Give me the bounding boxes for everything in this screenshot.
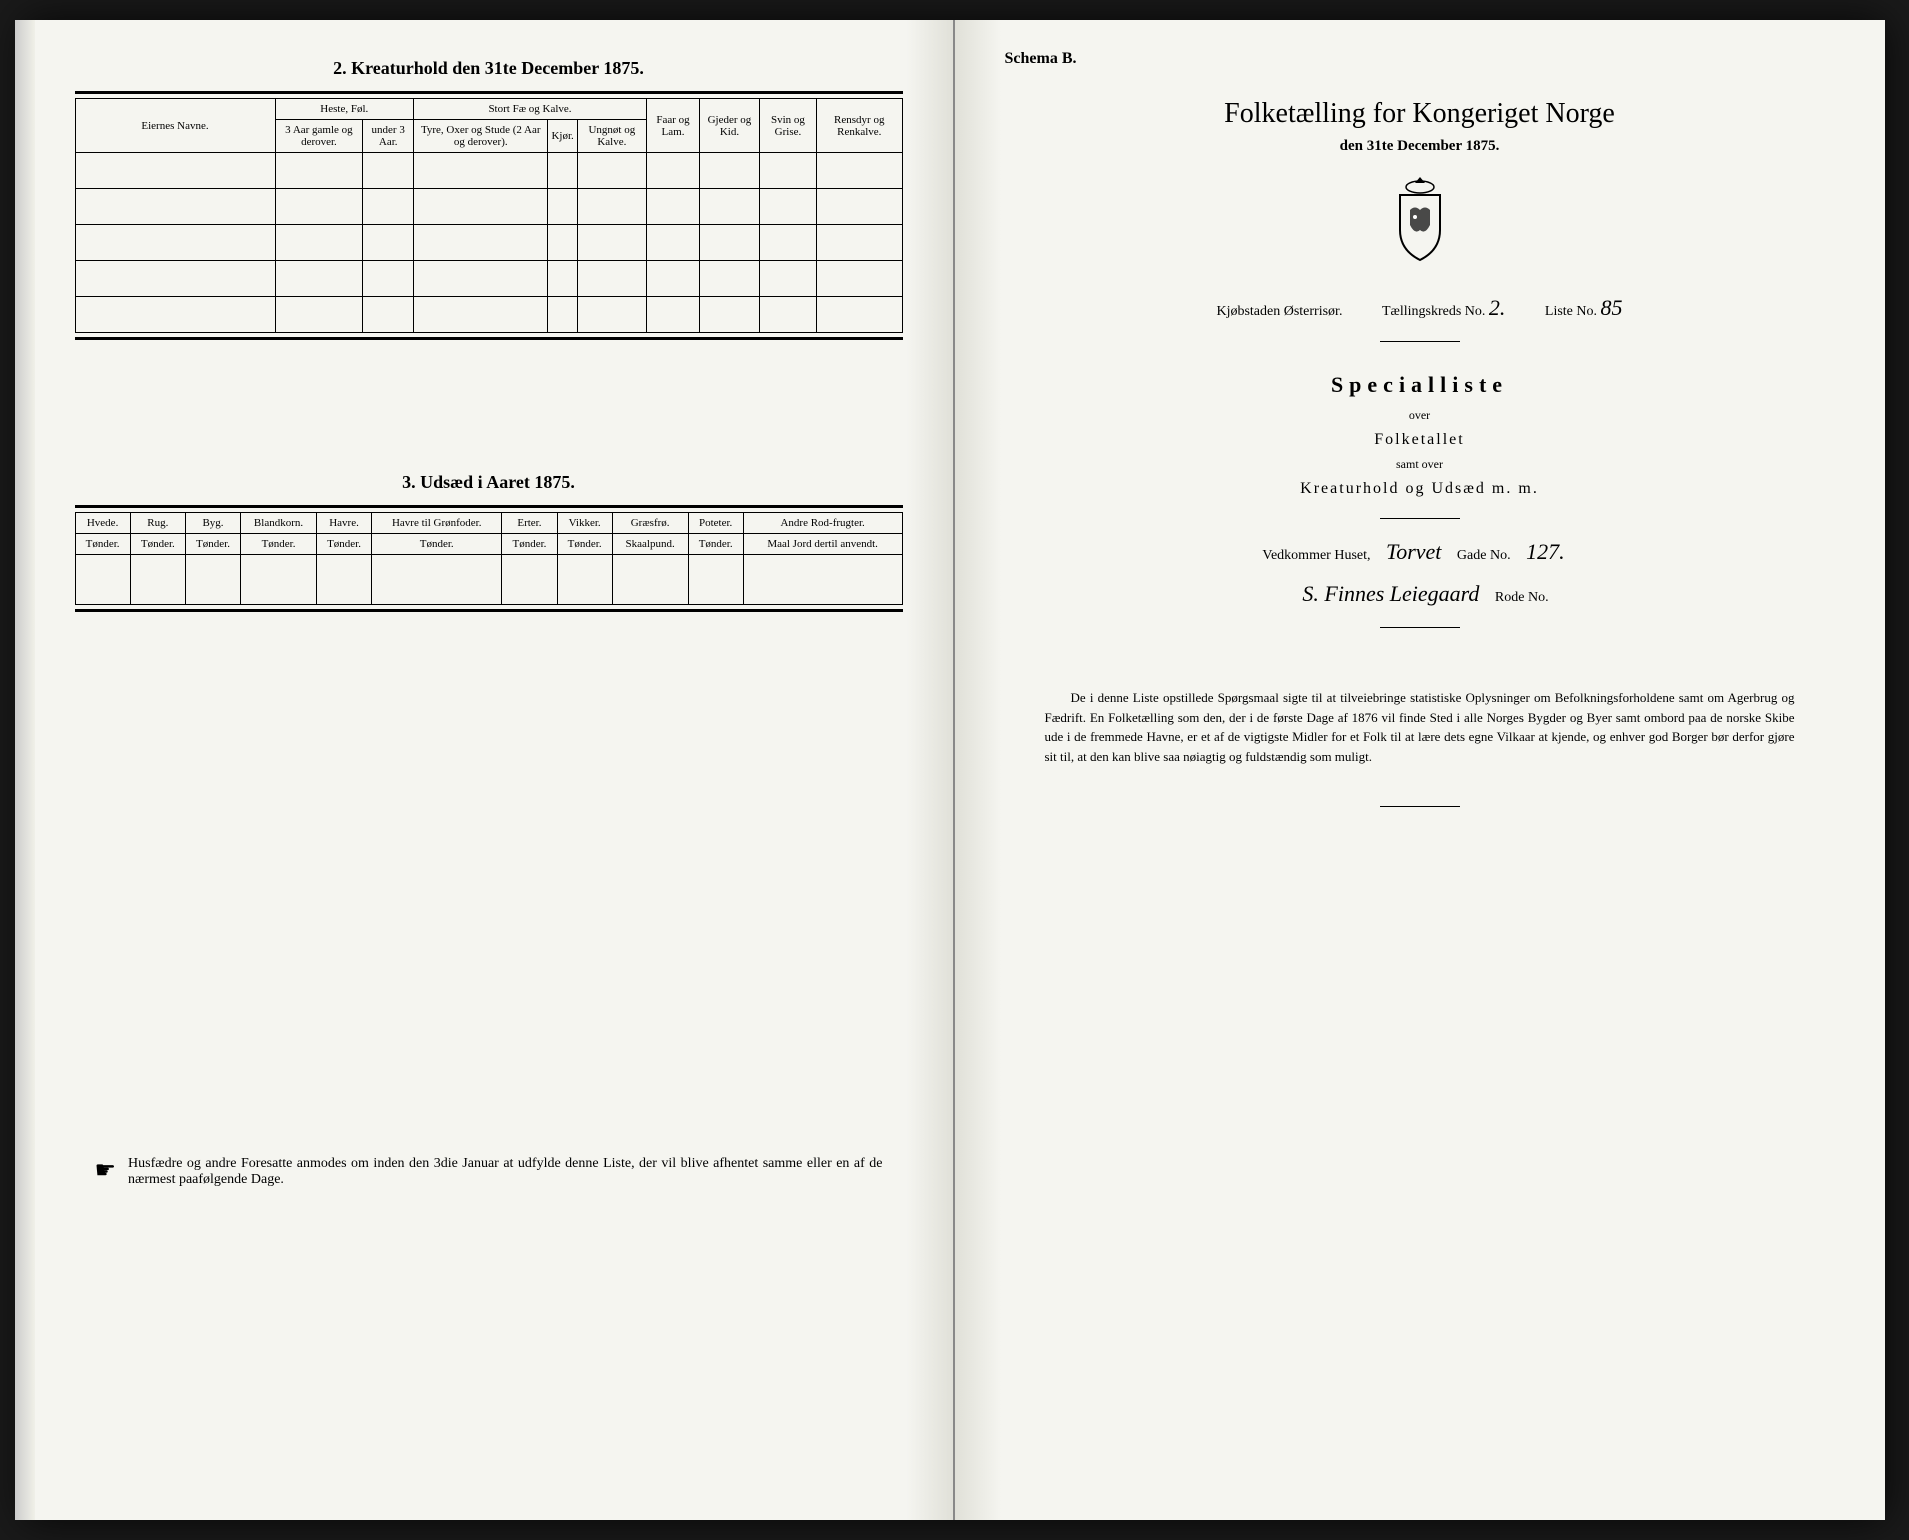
- col-graesfro: Græsfrø.: [612, 513, 688, 534]
- footnote-text: Husfædre og andre Foresatte anmodes om i…: [128, 1156, 882, 1188]
- samt-over-label: samt over: [1005, 457, 1835, 472]
- unit: Tønder.: [316, 534, 371, 555]
- col-sheep: Faar og Lam.: [646, 99, 699, 153]
- district-line: Kjøbstaden Østerrisør. Tællingskreds No.…: [1005, 295, 1835, 321]
- table-units-row: Tønder. Tønder. Tønder. Tønder. Tønder. …: [75, 534, 902, 555]
- pointing-hand-icon: ☛: [95, 1156, 117, 1188]
- divider: [1380, 806, 1460, 807]
- col-bulls: Tyre, Oxer og Stude (2 Aar og derover).: [414, 120, 548, 153]
- col-owner: Eiernes Navne.: [75, 99, 275, 153]
- col-goats: Gjeder og Kid.: [700, 99, 760, 153]
- unit: Tønder.: [557, 534, 612, 555]
- col-cows: Kjør.: [548, 120, 577, 153]
- binding-edge: [15, 20, 35, 1520]
- subtitle: den 31te December 1875.: [1005, 138, 1835, 155]
- col-horses: Heste, Føl.: [275, 99, 414, 120]
- col-byg: Byg.: [185, 513, 240, 534]
- table-row: [75, 189, 902, 225]
- gade-value: 127.: [1526, 539, 1565, 564]
- divider: [75, 91, 903, 94]
- divider: [75, 505, 903, 508]
- kreatur-label: Kreaturhold og Udsæd m. m.: [1005, 480, 1835, 498]
- section-3-title: 3. Udsæd i Aaret 1875.: [75, 472, 903, 493]
- divider: [1380, 627, 1460, 628]
- col-calves: Ungnøt og Kalve.: [577, 120, 646, 153]
- gade-label: Gade No.: [1457, 548, 1511, 563]
- over-label: over: [1005, 408, 1835, 423]
- col-rug: Rug.: [130, 513, 185, 534]
- col-pigs: Svin og Grise.: [759, 99, 816, 153]
- table-header-row: Hvede. Rug. Byg. Blandkorn. Havre. Havre…: [75, 513, 902, 534]
- col-andre: Andre Rod-frugter.: [743, 513, 902, 534]
- unit: Tønder.: [185, 534, 240, 555]
- divider: [1380, 341, 1460, 342]
- specialliste-title: Specialliste: [1005, 372, 1835, 398]
- table-row: [75, 225, 902, 261]
- liste-value: 85: [1601, 295, 1623, 320]
- col-horses-under3: under 3 Aar.: [363, 120, 414, 153]
- left-page: 2. Kreaturhold den 31te December 1875. E…: [25, 20, 955, 1520]
- liste-label: Liste No.: [1545, 304, 1597, 319]
- unit: Tønder.: [502, 534, 557, 555]
- bottom-paragraph: De i denne Liste opstillede Spørgsmaal s…: [1045, 688, 1795, 766]
- unit: Tønder.: [688, 534, 743, 555]
- unit: Tønder.: [75, 534, 130, 555]
- col-hvede: Hvede.: [75, 513, 130, 534]
- seed-table: Hvede. Rug. Byg. Blandkorn. Havre. Havre…: [75, 512, 903, 605]
- vedkommer-label: Vedkommer Huset,: [1262, 548, 1370, 563]
- taellings-label: Tællingskreds No.: [1382, 304, 1485, 319]
- right-page: Schema B. Folketælling for Kongeriget No…: [955, 20, 1885, 1520]
- col-havre-gron: Havre til Grønfoder.: [372, 513, 502, 534]
- unit: Tønder.: [241, 534, 317, 555]
- divider: [75, 337, 903, 340]
- col-poteter: Poteter.: [688, 513, 743, 534]
- house-line-1: Vedkommer Huset, Torvet Gade No. 127.: [1005, 539, 1835, 565]
- table-row: [75, 297, 902, 333]
- col-vikker: Vikker.: [557, 513, 612, 534]
- schema-label: Schema B.: [1005, 50, 1835, 68]
- table-row: [75, 153, 902, 189]
- kjobstad: Kjøbstaden Østerrisør.: [1216, 304, 1342, 320]
- coat-of-arms-icon: [1385, 175, 1455, 265]
- house-value: Torvet: [1386, 539, 1441, 564]
- rode-label: Rode No.: [1495, 590, 1549, 605]
- col-blandkorn: Blandkorn.: [241, 513, 317, 534]
- table-row: [75, 555, 902, 605]
- unit: Tønder.: [372, 534, 502, 555]
- col-cattle: Stort Fæ og Kalve.: [414, 99, 647, 120]
- owner-value: S. Finnes Leiegaard: [1302, 581, 1479, 606]
- footnote: ☛ Husfædre og andre Foresatte anmodes om…: [75, 1156, 903, 1188]
- col-reindeer: Rensdyr og Renkalve.: [817, 99, 902, 153]
- livestock-table: Eiernes Navne. Heste, Føl. Stort Fæ og K…: [75, 98, 903, 333]
- taellings-value: 2.: [1489, 295, 1506, 320]
- table-row: [75, 261, 902, 297]
- book-spread: 2. Kreaturhold den 31te December 1875. E…: [25, 20, 1885, 1520]
- divider: [75, 609, 903, 612]
- unit: Maal Jord dertil anvendt.: [743, 534, 902, 555]
- house-line-2: S. Finnes Leiegaard Rode No.: [1005, 581, 1835, 607]
- unit: Skaalpund.: [612, 534, 688, 555]
- col-erter: Erter.: [502, 513, 557, 534]
- col-havre: Havre.: [316, 513, 371, 534]
- folketallet-label: Folketallet: [1005, 431, 1835, 449]
- divider: [1380, 518, 1460, 519]
- col-horses-3plus: 3 Aar gamle og derover.: [275, 120, 363, 153]
- unit: Tønder.: [130, 534, 185, 555]
- section-2-title: 2. Kreaturhold den 31te December 1875.: [75, 58, 903, 79]
- main-title: Folketælling for Kongeriget Norge: [1005, 98, 1835, 130]
